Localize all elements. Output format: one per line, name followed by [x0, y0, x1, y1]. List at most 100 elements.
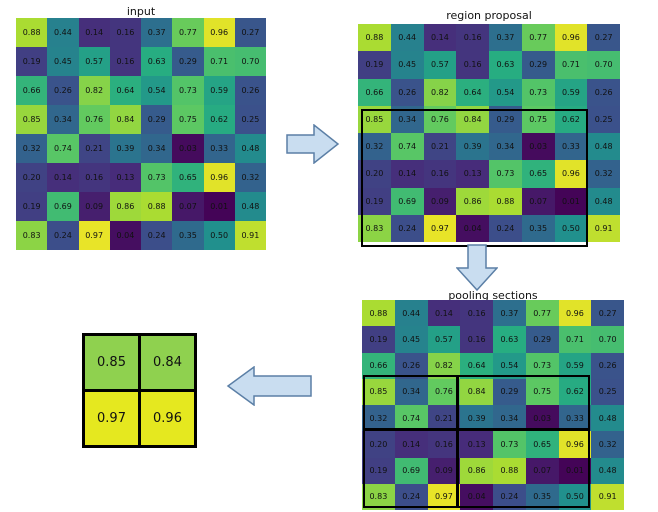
matrix-cell: 0.01: [203, 192, 235, 221]
matrix-cell: 0.84: [456, 105, 489, 133]
pooled-value: 0.84: [141, 336, 194, 389]
matrix-cell: 0.21: [427, 405, 461, 432]
matrix-cell: 0.63: [493, 326, 526, 353]
matrix-cell: 0.88: [493, 457, 526, 484]
matrix-cell: 0.62: [554, 105, 588, 133]
matrix-cell: 0.97: [78, 221, 110, 250]
matrix-cell: 0.77: [521, 24, 555, 52]
matrix-cell: 0.26: [394, 352, 428, 379]
matrix-cell: 0.44: [394, 300, 428, 327]
matrix-cell: 0.07: [172, 192, 204, 221]
matrix-cell: 0.04: [109, 221, 141, 250]
matrix-cell: 0.34: [394, 378, 428, 405]
matrix-cell: 0.32: [16, 134, 48, 163]
matrix-cell: 0.70: [234, 47, 266, 76]
matrix-cell: 0.84: [460, 378, 493, 405]
matrix-cell: 0.48: [234, 192, 266, 221]
matrix-cell: 0.54: [141, 76, 173, 105]
matrix-cell: 0.86: [460, 457, 493, 484]
region-grid: 0.88 0.44 0.14 0.16 0.37 0.77 0.96 0.27 0.19 0.45…: [358, 24, 620, 242]
matrix-cell: 0.37: [493, 300, 526, 327]
matrix-cell: 0.57: [423, 51, 457, 79]
matrix-cell: 0.45: [394, 326, 428, 353]
matrix-cell: 0.07: [525, 457, 559, 484]
matrix-cell: 0.01: [558, 457, 592, 484]
matrix-cell: 0.96: [203, 163, 235, 192]
matrix-cell: 0.82: [78, 76, 110, 105]
matrix-cell: 0.27: [591, 300, 624, 327]
matrix-cell: 0.48: [591, 457, 624, 484]
matrix-cell: 0.91: [587, 214, 620, 242]
matrix-cell: 0.57: [427, 326, 461, 353]
matrix-cell: 0.25: [591, 378, 624, 405]
matrix-cell: 0.34: [141, 134, 173, 163]
matrix-cell: 0.16: [423, 160, 457, 188]
matrix-cell: 0.27: [234, 18, 266, 47]
matrix-cell: 0.44: [47, 18, 79, 47]
matrix-cell: 0.24: [390, 214, 424, 242]
matrix-cell: 0.39: [109, 134, 141, 163]
matrix-cell: 0.45: [47, 47, 79, 76]
matrix-cell: 0.73: [525, 352, 559, 379]
matrix-cell: 0.97: [427, 483, 461, 510]
matrix-cell: 0.45: [390, 51, 424, 79]
matrix-cell: 0.85: [358, 105, 391, 133]
matrix-cell: 0.14: [390, 160, 424, 188]
matrix-cell: 0.48: [234, 134, 266, 163]
matrix-cell: 0.37: [489, 24, 522, 52]
matrix-cell: 0.14: [427, 300, 461, 327]
matrix-cell: 0.50: [554, 214, 588, 242]
matrix-cell: 0.19: [362, 457, 395, 484]
matrix-cell: 0.71: [558, 326, 592, 353]
matrix-cell: 0.25: [587, 105, 620, 133]
matrix-cell: 0.74: [390, 133, 424, 161]
matrix-cell: 0.39: [460, 405, 493, 432]
matrix-cell: 0.85: [362, 378, 395, 405]
matrix-cell: 0.88: [358, 24, 391, 52]
region-proposal-panel: region proposal 0.88 0.44 0.14 0.16 0.37 0.77…: [358, 10, 620, 247]
matrix-cell: 0.75: [172, 105, 204, 134]
matrix-cell: 0.14: [78, 18, 110, 47]
matrix-cell: 0.54: [489, 78, 522, 106]
matrix-cell: 0.44: [390, 24, 424, 52]
matrix-cell: 0.75: [521, 105, 555, 133]
matrix-cell: 0.09: [427, 457, 461, 484]
matrix-cell: 0.97: [423, 214, 457, 242]
matrix-cell: 0.83: [362, 483, 395, 510]
matrix-cell: 0.76: [427, 378, 461, 405]
matrix-cell: 0.24: [141, 221, 173, 250]
matrix-cell: 0.04: [460, 483, 493, 510]
matrix-cell: 0.59: [554, 78, 588, 106]
matrix-cell: 0.59: [558, 352, 592, 379]
matrix-cell: 0.19: [16, 47, 48, 76]
pooled-value: 0.97: [85, 392, 138, 445]
matrix-cell: 0.13: [109, 163, 141, 192]
pooling-grid: 0.88 0.44 0.14 0.16 0.37 0.77 0.96 0.27 0.19 0.45…: [362, 300, 624, 510]
matrix-cell: 0.57: [78, 47, 110, 76]
matrix-cell: 0.88: [16, 18, 48, 47]
matrix-cell: 0.14: [47, 163, 79, 192]
matrix-cell: 0.71: [554, 51, 588, 79]
matrix-cell: 0.16: [460, 300, 493, 327]
matrix-cell: 0.29: [489, 105, 522, 133]
pooled-value: 0.96: [141, 392, 194, 445]
matrix-cell: 0.86: [456, 187, 489, 215]
matrix-cell: 0.33: [558, 405, 592, 432]
matrix-cell: 0.27: [587, 24, 620, 52]
matrix-cell: 0.91: [234, 221, 266, 250]
matrix-cell: 0.88: [489, 187, 522, 215]
matrix-cell: 0.29: [525, 326, 559, 353]
matrix-cell: 0.84: [109, 105, 141, 134]
matrix-cell: 0.39: [456, 133, 489, 161]
matrix-cell: 0.83: [358, 214, 391, 242]
pooled-output: 0.85 0.84 0.97 0.96: [82, 333, 197, 448]
matrix-cell: 0.26: [390, 78, 424, 106]
matrix-cell: 0.32: [587, 160, 620, 188]
matrix-cell: 0.69: [394, 457, 428, 484]
matrix-cell: 0.70: [591, 326, 624, 353]
matrix-cell: 0.71: [203, 47, 235, 76]
matrix-cell: 0.48: [587, 133, 620, 161]
input-panel: input 0.88 0.44 0.14 0.16 0.37 0.77 0.96 0.27 0.…: [16, 6, 266, 250]
matrix-cell: 0.16: [456, 24, 489, 52]
matrix-cell: 0.35: [521, 214, 555, 242]
